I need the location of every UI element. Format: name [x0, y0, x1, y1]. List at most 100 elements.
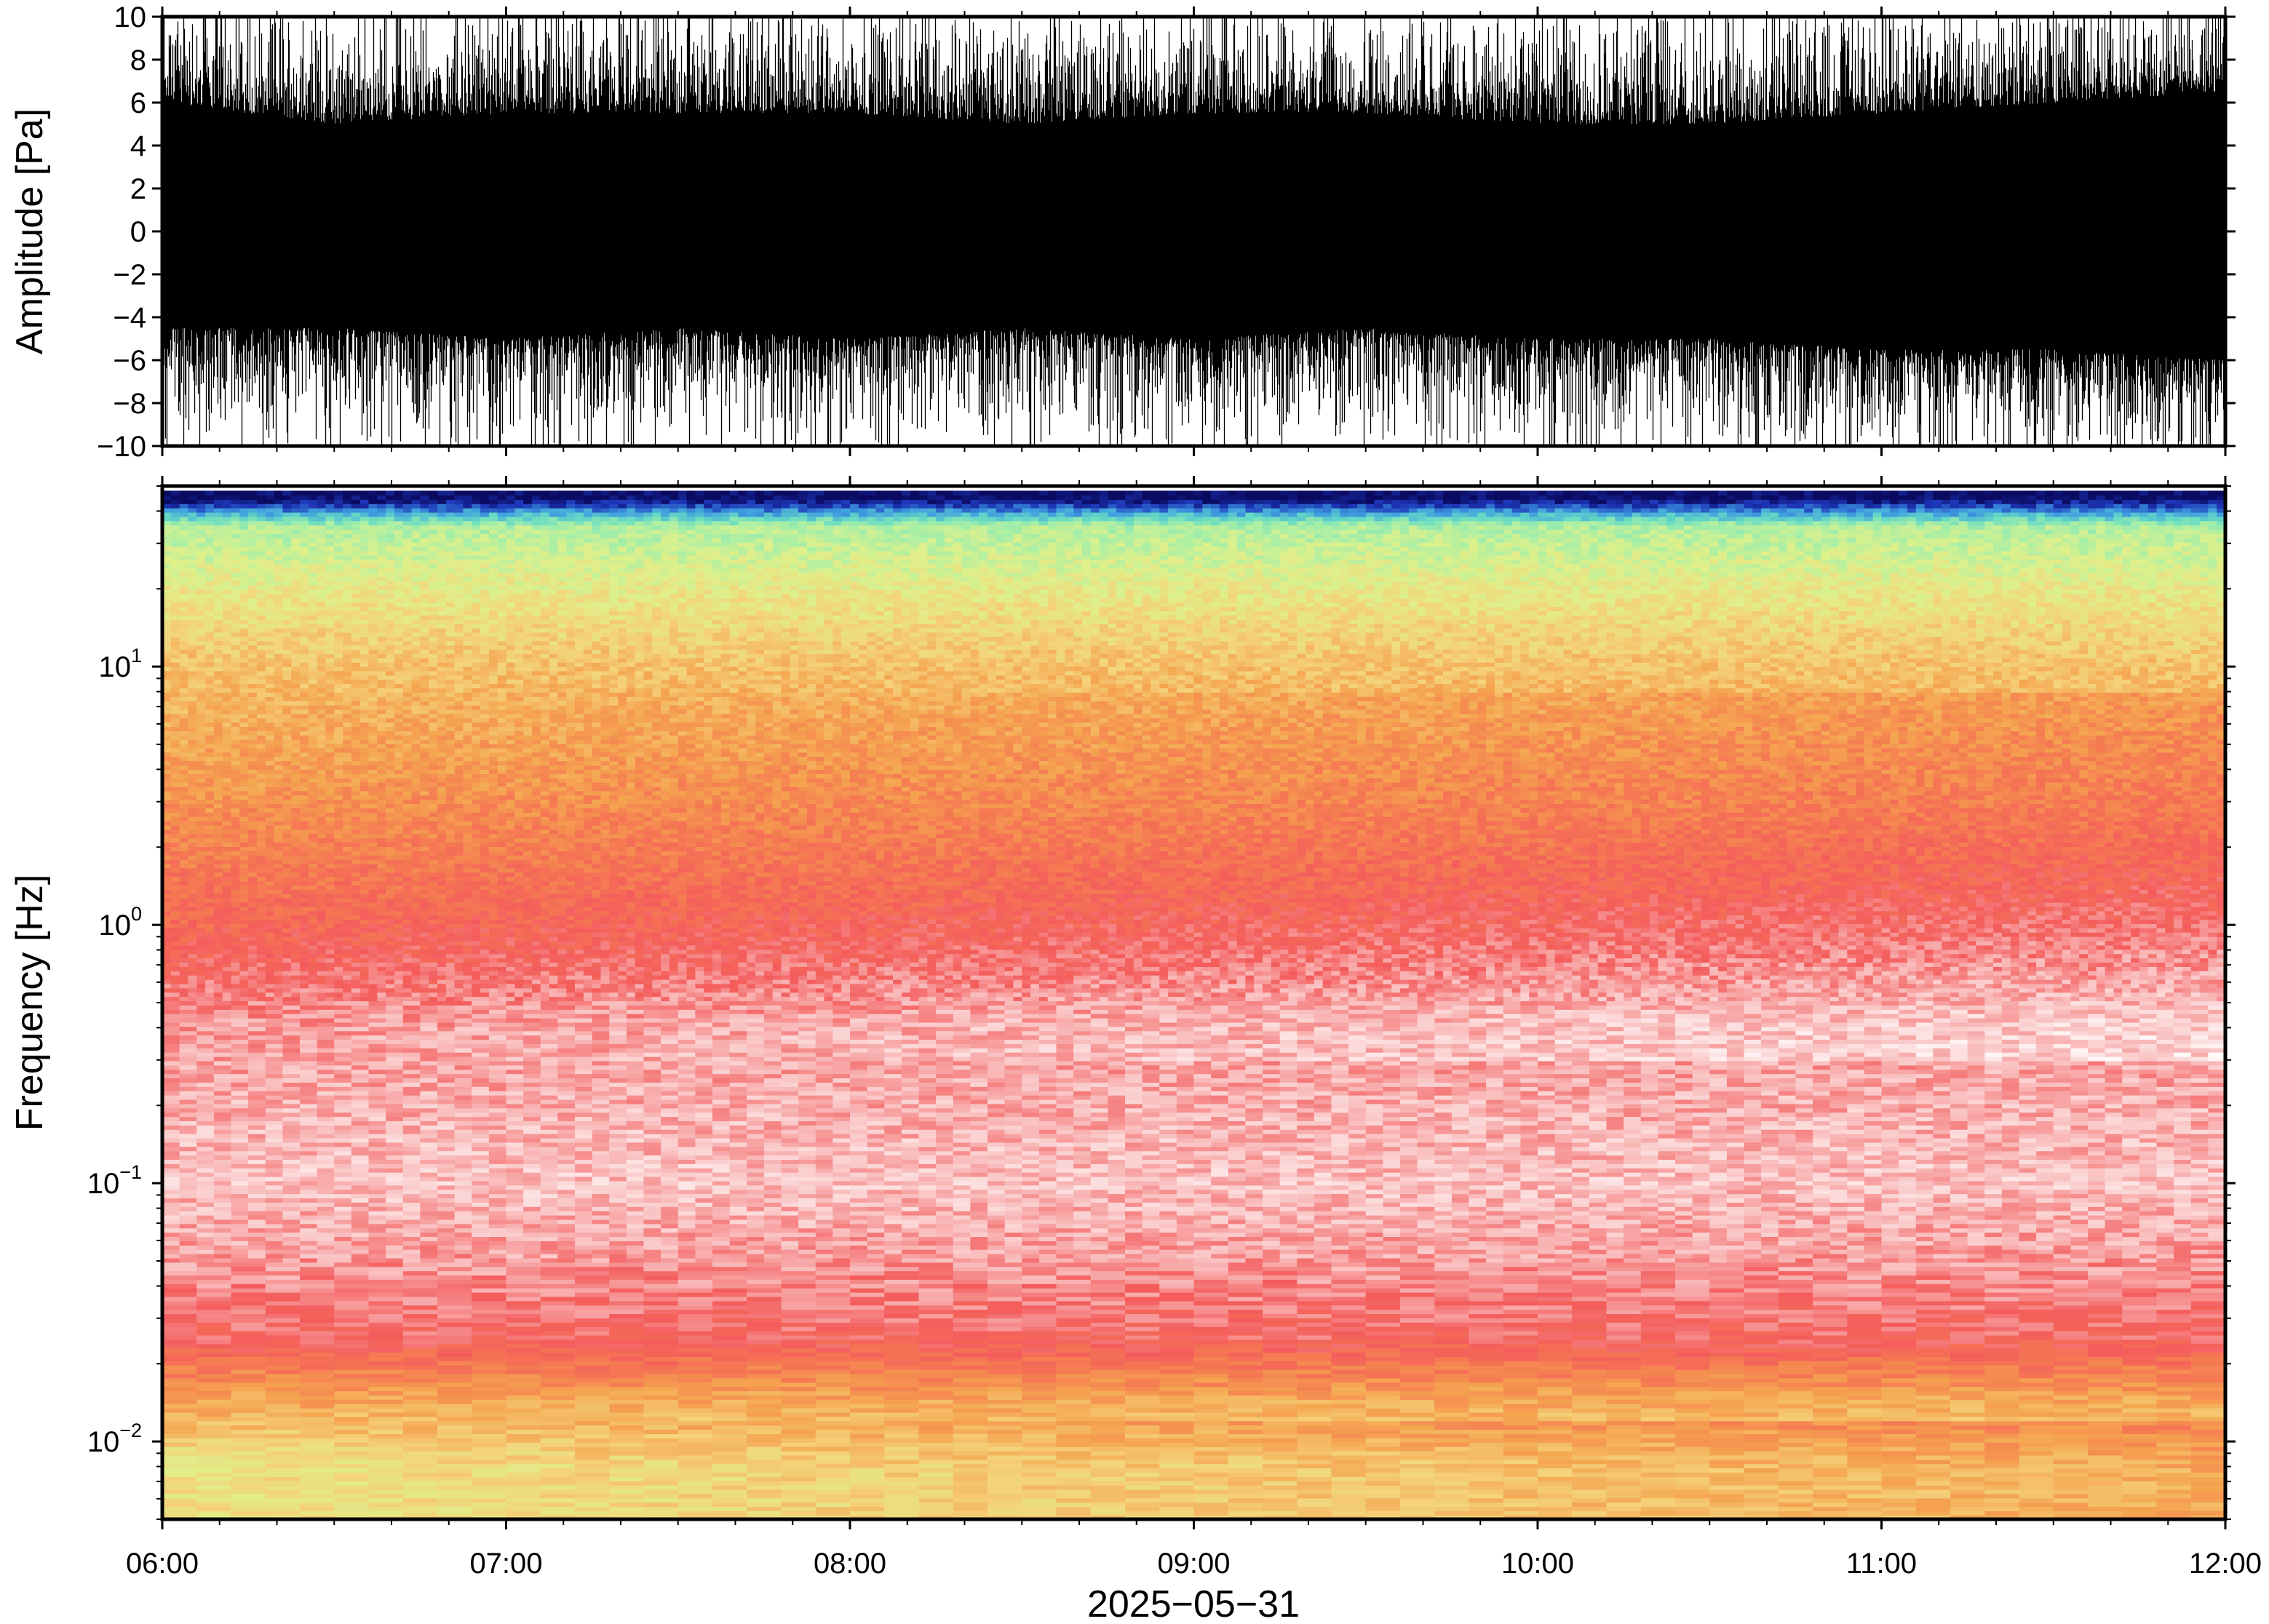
spectrogram-cell [162, 1442, 197, 1447]
spectrogram-cell [609, 1451, 644, 1456]
spectrogram-cell [369, 1425, 404, 1430]
spectrogram-cell [369, 1494, 404, 1499]
spectrogram-cell [472, 1395, 506, 1400]
spectrogram-cell [919, 1369, 954, 1374]
spectrogram-cell [506, 1429, 541, 1434]
spectrogram-cell [1228, 1417, 1263, 1422]
spectrogram-cell [506, 1412, 541, 1417]
spectrogram-cell [816, 1382, 851, 1388]
spectrogram-cell [712, 1399, 747, 1404]
spectrogram-cell [1538, 1476, 1573, 1481]
spectrogram-cell [1709, 1412, 1744, 1417]
spectrogram-cell [162, 1365, 197, 1370]
spectrogram-cell [2122, 1498, 2157, 1503]
spectrogram-cell [884, 1417, 919, 1422]
spectrogram-cell [953, 1395, 988, 1400]
spectrogram-cell [1813, 1378, 1848, 1383]
spectrogram-cell [1125, 1326, 1160, 1332]
spectrogram-cell [1984, 1374, 2019, 1379]
spectrogram-cell [472, 1506, 506, 1511]
spectrogram-cell [334, 1326, 369, 1332]
spectrogram-cell [816, 1455, 851, 1460]
spectrogram-cell [541, 1318, 576, 1323]
spectrogram-cell [1882, 1340, 1917, 1345]
spectrogram-cell [1675, 1313, 1710, 1318]
spectrogram-cell [1916, 1322, 1951, 1327]
spectrogram-cell [1538, 1292, 1573, 1297]
spectrogram-cell [1882, 1494, 1917, 1499]
spectrogram-cell [472, 1335, 506, 1340]
spectrogram-cell [437, 1468, 472, 1473]
spectrogram-cell [1366, 1305, 1401, 1310]
spectrogram-cell [988, 1292, 1022, 1297]
spectrogram-cell [575, 1498, 610, 1503]
spectrogram-cell [334, 1297, 369, 1302]
spectrogram-cell [1159, 1390, 1194, 1396]
spectrogram-cell [644, 1463, 679, 1468]
spectrogram-cell [2054, 1382, 2089, 1388]
spectrogram-cell [1022, 1408, 1057, 1413]
spectrogram-cell [1744, 1390, 1779, 1396]
spectrogram-cell [1779, 1343, 1813, 1348]
spectrogram-cell [1675, 1498, 1710, 1503]
spectrogram-cell [1779, 1305, 1813, 1310]
spectrogram-cell [1744, 1460, 1779, 1465]
spectrogram-cell [162, 1404, 197, 1409]
spectrogram-cell [1228, 1494, 1263, 1499]
spectrogram-cell [1366, 1361, 1401, 1366]
spectrogram-cell [2157, 1451, 2192, 1456]
spectrogram-cell [1984, 1343, 2019, 1348]
spectrogram-cell [2157, 1318, 2192, 1323]
spectrogram-cell [712, 1498, 747, 1503]
spectrogram-cell [1057, 1421, 1092, 1426]
spectrogram-cell [2054, 1326, 2089, 1332]
spectrogram-cell [2019, 1305, 2054, 1310]
spectrogram-cell [1400, 1472, 1435, 1477]
spectrogram-cell [1916, 1417, 1951, 1422]
spectrogram-cell [1675, 1301, 1710, 1306]
spectrogram-cell [266, 1468, 301, 1473]
spectrogram-cell [334, 1322, 369, 1327]
spectrogram-cell [609, 1417, 644, 1422]
spectrogram-cell [1538, 1404, 1573, 1409]
spectrogram-cell [196, 1438, 231, 1443]
spectrogram-cell [541, 1386, 576, 1391]
spectrogram-cell [644, 1429, 679, 1434]
spectrogram-cell [1434, 1369, 1469, 1374]
spectrogram-cell [816, 1404, 851, 1409]
spectrogram-cell [1366, 1390, 1401, 1396]
spectrogram-cell [1503, 1506, 1538, 1511]
spectrogram-cell [334, 1425, 369, 1430]
spectrogram-cell [1538, 1438, 1573, 1443]
spectrogram-cell [1813, 1446, 1848, 1452]
spectrogram-cell [1882, 1288, 1917, 1293]
spectrogram-cell [1779, 1489, 1813, 1494]
spectrogram-cell [1572, 1494, 1607, 1499]
spectrogram-cell [196, 1386, 231, 1391]
spectrogram-cell [2122, 1421, 2157, 1426]
spectrogram-cell [231, 1451, 266, 1456]
spectrogram-cell [1882, 1476, 1917, 1481]
spectrogram-cell [2122, 1352, 2157, 1357]
spectrogram-cell [1984, 1463, 2019, 1468]
spectrogram-cell [2054, 1494, 2089, 1499]
spectrogram-cell [266, 1288, 301, 1293]
spectrogram-cell [334, 1335, 369, 1340]
spectrogram-cell [1709, 1451, 1744, 1456]
spectrogram-cell [712, 1412, 747, 1417]
spectrogram-cell [2019, 1476, 2054, 1481]
spectrogram-cell [1125, 1395, 1160, 1400]
spectrogram-cell [1297, 1481, 1332, 1486]
spectrogram-cell [2054, 1404, 2089, 1409]
spectrogram-cell [575, 1352, 610, 1357]
spectrogram-cell [334, 1378, 369, 1383]
spectrogram-cell [231, 1382, 266, 1388]
spectrogram-cell [334, 1502, 369, 1507]
spectrogram-cell [437, 1438, 472, 1443]
spectrogram-cell [1984, 1442, 2019, 1447]
spectrogram-cell [850, 1498, 885, 1503]
spectrogram-cell [782, 1506, 816, 1511]
spectrogram-cell [782, 1365, 816, 1370]
spectrogram-cell [609, 1340, 644, 1345]
spectrogram-cell [437, 1335, 472, 1340]
